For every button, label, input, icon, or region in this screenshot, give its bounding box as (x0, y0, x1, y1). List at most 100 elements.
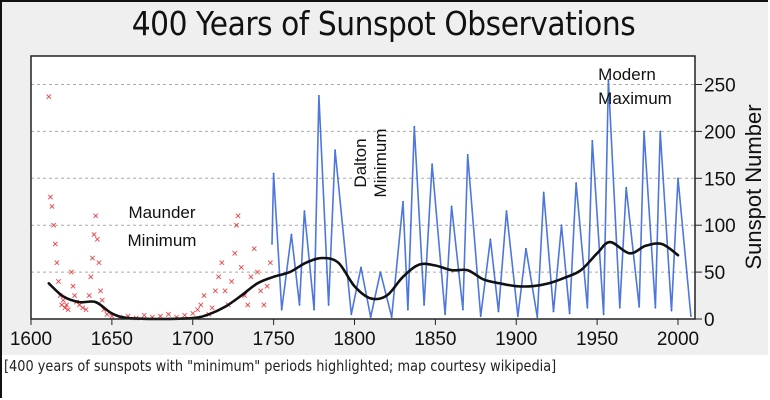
scatter-point (219, 260, 225, 266)
yearly-point (290, 233, 293, 236)
scatter-point (72, 292, 78, 299)
yearly-point (360, 266, 362, 269)
yearly-point (677, 177, 679, 180)
yearly-point (413, 125, 416, 128)
yearly-point (568, 312, 571, 315)
yearly-point (271, 243, 273, 245)
yearly-point (280, 308, 283, 311)
scatter-point (216, 274, 222, 280)
scatter-point (46, 94, 52, 100)
x-tick-label: 1900 (495, 329, 537, 350)
annotations: Maunder Minimum Dalton Minimum Modern Ma… (128, 65, 672, 250)
scatter-point (68, 269, 74, 275)
figure-caption: [400 years of sunspots with "minimum" pe… (4, 357, 557, 375)
scatter-point (212, 288, 218, 294)
scatter-point (248, 274, 254, 280)
y-tick-label: 150 (704, 169, 736, 190)
scatter-point (91, 232, 97, 238)
scatter-point (80, 305, 86, 311)
annotation-modern-line2: Maximum (598, 89, 672, 108)
yearly-point (489, 238, 492, 241)
scatter-point (97, 288, 104, 294)
yearly-point (318, 94, 320, 97)
scatter-point (96, 260, 102, 266)
yearly-point (466, 154, 469, 156)
yearly-point (402, 200, 404, 203)
x-tick-label: 1800 (333, 329, 375, 350)
yearly-point (575, 182, 577, 184)
yearly-point (450, 205, 453, 208)
yearly-point (525, 247, 527, 250)
scatter-point (201, 292, 207, 299)
scatter-point (182, 312, 188, 318)
grid-lines (31, 84, 695, 273)
annotation-dalton-line2: Minimum (371, 129, 390, 198)
y-tick-label: 100 (704, 216, 736, 237)
yearly-point (643, 130, 645, 133)
scatter-point (238, 264, 244, 270)
x-tick-label: 1950 (576, 329, 618, 350)
scatter-point (267, 260, 273, 266)
scatter-point (209, 305, 215, 311)
x-axis: 1600 1650 1700 1750 1800 1850 1900 1950 2000 (10, 319, 699, 350)
scatter-point (254, 269, 261, 275)
yearly-point (390, 316, 393, 318)
y-axis-label: Sunspot Number (741, 104, 766, 269)
yearly-point (379, 271, 382, 273)
yearly-point (334, 149, 336, 151)
x-tick-label: 2000 (657, 329, 699, 350)
x-tick-label: 1850 (414, 329, 456, 350)
scatter-point (70, 283, 76, 289)
scatter-point (89, 255, 96, 261)
y-tick-label: 0 (704, 310, 715, 331)
x-tick-label: 1650 (91, 329, 133, 350)
yearly-point (497, 310, 500, 313)
scatter-point (99, 297, 105, 303)
yearly-point (431, 163, 433, 166)
scatter-point (198, 302, 204, 308)
scatter-point (222, 288, 228, 294)
scatter-point (93, 213, 99, 219)
yearly-point (659, 130, 662, 133)
scatter-point (251, 246, 257, 252)
yearly-point (654, 306, 657, 309)
yearly-point (690, 315, 692, 317)
yearly-point (586, 306, 589, 309)
yearly-point (350, 313, 353, 316)
scatter-point (233, 222, 239, 228)
y-tick-label: 250 (704, 76, 736, 97)
x-tick-label: 1700 (172, 329, 214, 350)
scatter-point (54, 260, 60, 266)
y-tick-label: 200 (704, 122, 736, 143)
scatter-point (235, 213, 241, 219)
yearly-point (638, 306, 640, 308)
scatter-point (86, 292, 92, 299)
yearly-point (625, 186, 628, 189)
scatter-point (258, 288, 264, 294)
scatter-point (229, 278, 235, 285)
annotation-dalton-line1: Dalton (351, 138, 370, 187)
x-tick-label: 1600 (10, 329, 52, 350)
yearly-point (591, 139, 594, 142)
scatter-point (94, 236, 100, 242)
scatter-point (47, 194, 53, 200)
plot-border (30, 55, 696, 320)
yearly-point (505, 210, 508, 212)
yearly-point (298, 304, 301, 306)
y-tick-label: 50 (704, 263, 725, 284)
scatter-point (49, 203, 55, 209)
scatter-point (165, 311, 172, 317)
yearly-point (560, 224, 563, 226)
yearly-series (271, 79, 692, 318)
scatter-point (232, 250, 238, 256)
chart-title: 400 Years of Sunspot Observations (131, 4, 636, 43)
scatter-point (261, 302, 267, 308)
scatter-point (264, 283, 270, 289)
scatter-point (64, 302, 70, 308)
yearly-point (423, 304, 425, 306)
yearly-point (444, 313, 446, 316)
yearly-point (327, 304, 330, 306)
yearly-point (536, 316, 539, 318)
annotation-maunder-line2: Minimum (128, 231, 197, 250)
